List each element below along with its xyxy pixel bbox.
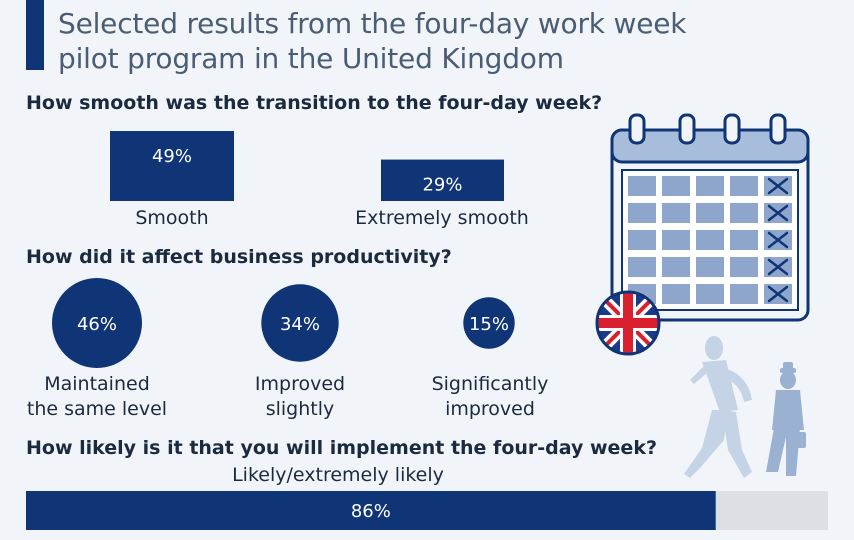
calendar-cell: [662, 257, 690, 277]
category-label-line: improved: [445, 398, 535, 420]
category-label-line: Maintained: [44, 373, 150, 395]
title-accent-bar: [26, 0, 44, 70]
bar-smooth: [110, 131, 234, 201]
bubble-3: [463, 297, 515, 349]
calendar-cell: [730, 176, 758, 196]
bubble-value-label: 15%: [469, 314, 509, 335]
question-productivity: How did it affect business productivity?: [26, 246, 452, 268]
calendar-cell: [696, 284, 724, 304]
bar-extremely-smooth: [381, 159, 504, 201]
calendar-cell: [696, 203, 724, 223]
productivity-bubbles: 46% 34% 15%: [52, 278, 515, 368]
bar-value-label: 86%: [351, 501, 391, 522]
category-label-extremely-smooth: Extremely smooth: [355, 207, 529, 229]
calendar-cell: [696, 176, 724, 196]
category-label-maintained: Maintained the same level: [17, 372, 177, 422]
bubble-value-label: 34%: [280, 314, 320, 335]
category-label-significantly-improved: Significantly improved: [410, 372, 570, 422]
category-label-line: slightly: [265, 398, 335, 420]
bubble-2: [261, 284, 339, 362]
walking-person-icon: [684, 336, 752, 478]
bubble-1: [52, 278, 142, 368]
calendar-cross: [767, 231, 789, 249]
category-label-improved-slightly: Improved slightly: [230, 372, 370, 422]
category-label-line: Significantly: [431, 373, 549, 395]
calendar-cell: [696, 230, 724, 250]
calendar-cell: [730, 230, 758, 250]
bar-value-label: 29%: [422, 175, 462, 196]
uk-flag-icon: [595, 290, 661, 356]
implement-bar: 86%: [26, 491, 828, 530]
calendar-cross: [767, 204, 789, 222]
calendar-cell: [730, 203, 758, 223]
calendar-cell: [696, 257, 724, 277]
question-implement: How likely is it that you will implement…: [26, 437, 657, 459]
calendar-cell: [730, 257, 758, 277]
chart-title: Selected results from the four-day work …: [58, 7, 687, 75]
calendar-cross: [767, 285, 789, 303]
calendar-cell: [628, 257, 656, 277]
calendar-cell: [662, 230, 690, 250]
calendar-cell: [662, 203, 690, 223]
transition-bars: 49% 29%: [110, 131, 504, 201]
category-label-likely: Likely/extremely likely: [232, 464, 444, 486]
bar-likely: [26, 491, 716, 530]
businessman-icon: [766, 362, 806, 476]
category-label-line: Improved: [254, 373, 346, 395]
calendar-icon: [610, 113, 810, 322]
bar-value-label: 49%: [152, 146, 192, 167]
category-label-smooth: Smooth: [135, 207, 209, 229]
calendar-cell: [662, 176, 690, 196]
calendar-cross: [767, 177, 789, 195]
question-transition: How smooth was the transition to the fou…: [26, 92, 603, 114]
bubble-value-label: 46%: [77, 314, 117, 335]
calendar-cell: [662, 284, 690, 304]
category-label-line: the same level: [26, 398, 168, 420]
calendar-cell: [628, 203, 656, 223]
calendar-cell: [628, 230, 656, 250]
calendar-cell: [628, 176, 656, 196]
calendar-cell: [730, 284, 758, 304]
calendar-cross: [767, 258, 789, 276]
